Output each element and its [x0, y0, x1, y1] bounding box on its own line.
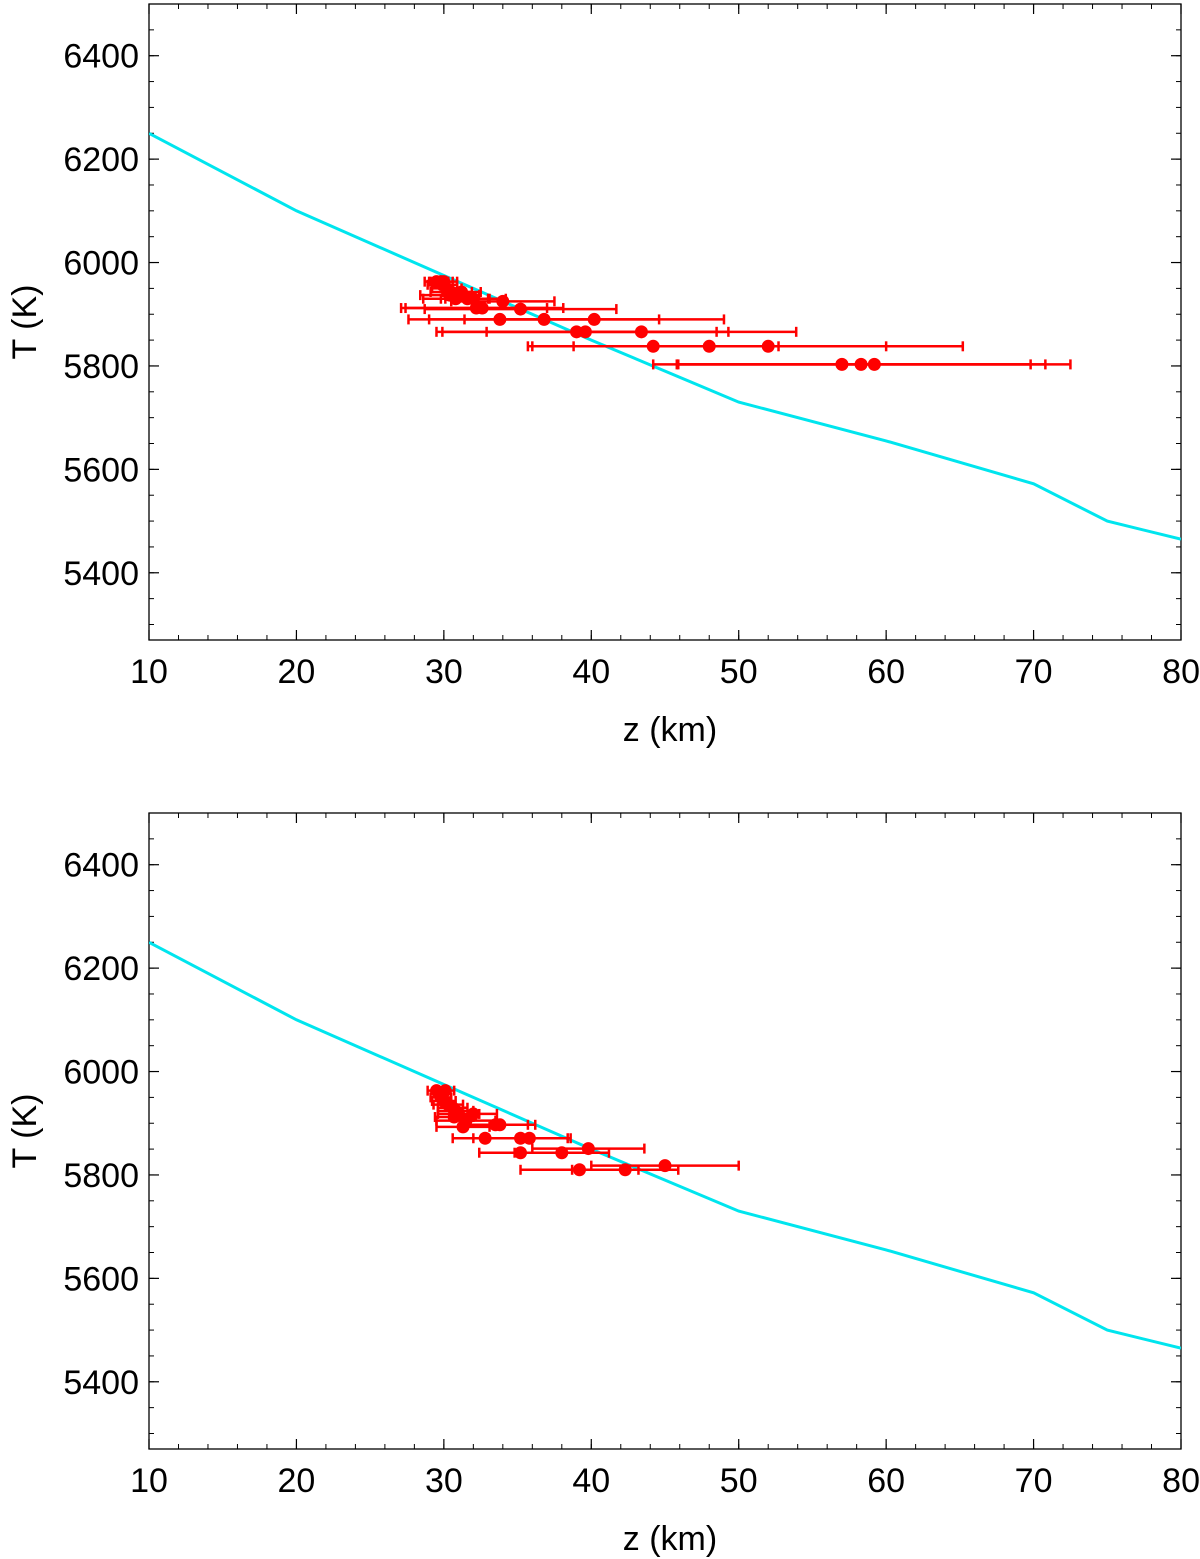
- chart-panel-1: 10 20 30 40 50 60 70 80 5400 5600 5800 6000 6200 6400…: [6, 3, 1200, 749]
- y-tick-label: 5400: [63, 1364, 139, 1402]
- data-marker: [496, 294, 510, 308]
- x-tick-label: 70: [1015, 1462, 1053, 1500]
- x-tick-label: 60: [867, 1462, 905, 1500]
- plot-area: [149, 131, 1181, 541]
- data-point-23: [590, 1159, 740, 1173]
- x-tick-label: 50: [720, 1462, 758, 1500]
- model-curve: [149, 131, 1181, 541]
- y-tick-label: 6400: [63, 847, 139, 885]
- y-axis-title: T (K): [6, 1094, 44, 1169]
- x-tick-label: 10: [130, 1462, 168, 1500]
- x-tick-label: 20: [278, 1462, 316, 1500]
- plot-area: [149, 940, 1181, 1350]
- x-tick-label: 10: [130, 653, 168, 691]
- y-tick-label: 5600: [63, 1260, 139, 1298]
- x-tick-label: 80: [1162, 1462, 1200, 1500]
- plot-frame: [148, 3, 1182, 641]
- y-tick-label: 5600: [63, 451, 139, 489]
- plot-frame: [148, 812, 1182, 1450]
- x-tick-label: 80: [1162, 653, 1200, 691]
- x-tick-label: 70: [1015, 653, 1053, 691]
- x-tick-label: 40: [572, 653, 610, 691]
- data-marker: [522, 1131, 536, 1145]
- data-marker: [634, 325, 648, 339]
- y-tick-label: 5400: [63, 555, 139, 593]
- data-marker: [587, 312, 601, 326]
- data-point-14: [449, 294, 556, 308]
- x-tick-label: 20: [278, 653, 316, 691]
- x-tick-label: 60: [867, 653, 905, 691]
- data-point-14: [463, 1118, 537, 1132]
- data-marker: [493, 1118, 507, 1132]
- y-tick-label: 6200: [63, 950, 139, 988]
- x-tick-label: 30: [425, 653, 463, 691]
- model-curve: [149, 940, 1181, 1350]
- data-point-18: [463, 312, 726, 326]
- x-tick-label: 50: [720, 653, 758, 691]
- x-axis-title: z (km): [623, 711, 717, 749]
- chart-panel-2: 10 20 30 40 50 60 70 80 5400 5600 5800 6000 6200 6400…: [6, 812, 1200, 1558]
- data-marker: [514, 302, 528, 316]
- data-marker: [867, 357, 881, 371]
- data-marker: [581, 1142, 595, 1156]
- y-tick-label: 5800: [63, 1157, 139, 1195]
- y-tick-label: 6000: [63, 245, 139, 283]
- data-point-21: [485, 325, 798, 339]
- data-point-20: [531, 1142, 646, 1156]
- data-point-17: [486, 1131, 572, 1145]
- y-tick-label: 6200: [63, 141, 139, 179]
- y-tick-label: 6000: [63, 1054, 139, 1092]
- y-tick-label: 5800: [63, 348, 139, 386]
- data-point-15: [423, 302, 618, 316]
- x-tick-label: 30: [425, 1462, 463, 1500]
- y-axis-title: T (K): [6, 285, 44, 360]
- y-tick-label: 6400: [63, 38, 139, 76]
- data-marker: [658, 1159, 672, 1173]
- data-point-27: [677, 357, 1072, 371]
- x-axis-title: z (km): [623, 1520, 717, 1558]
- data-marker: [761, 339, 775, 353]
- x-tick-label: 40: [572, 1462, 610, 1500]
- data-point-24: [572, 339, 965, 353]
